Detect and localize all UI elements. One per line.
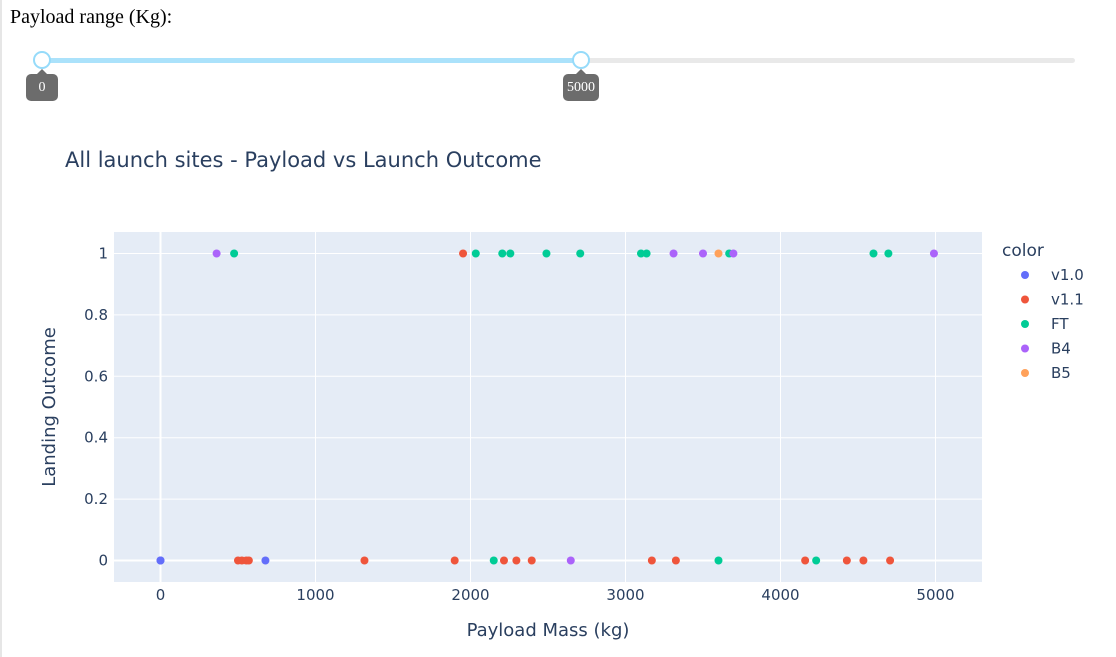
- slider-min-value-tooltip: 0: [26, 69, 58, 101]
- data-point-v1-1: [801, 556, 810, 565]
- x-tick-label: 3000: [606, 586, 644, 604]
- data-point-v1-0: [261, 556, 270, 565]
- data-point-v1-1: [499, 556, 508, 565]
- data-point-B4: [212, 249, 221, 258]
- data-point-B4: [566, 556, 575, 565]
- legend-label: B4: [1051, 340, 1071, 358]
- data-point-FT: [471, 249, 480, 258]
- data-point-FT: [230, 249, 239, 258]
- data-point-v1-0: [156, 556, 165, 565]
- data-point-B4: [669, 249, 678, 258]
- data-point-B4: [699, 249, 707, 258]
- y-tick-label: 0: [98, 552, 108, 570]
- x-tick-label: 2000: [451, 586, 489, 604]
- data-point-FT: [637, 249, 645, 258]
- data-point-FT: [812, 556, 821, 565]
- data-point-v1-1: [244, 556, 253, 565]
- legend-title: color: [1002, 241, 1044, 261]
- y-tick-label: 0.6: [84, 367, 108, 385]
- data-point-v1-1: [886, 556, 895, 565]
- legend-marker: [1021, 271, 1029, 279]
- legend-marker: [1021, 320, 1029, 328]
- data-point-v1-1: [450, 556, 459, 565]
- slider-max-value-tooltip: 5000: [563, 69, 599, 101]
- legend-label: FT: [1051, 315, 1069, 333]
- x-tick-label: 0: [156, 586, 166, 604]
- data-point-FT: [884, 249, 893, 258]
- x-tick-label: 4000: [761, 586, 799, 604]
- data-point-FT: [542, 249, 551, 258]
- data-point-FT: [642, 249, 651, 258]
- slider-min-handle[interactable]: [33, 51, 51, 69]
- slider-selected-track: [42, 58, 581, 63]
- x-tick-label: 5000: [916, 586, 954, 604]
- data-point-v1-1: [527, 556, 536, 565]
- data-point-v1-1: [842, 556, 851, 565]
- data-point-v1-1: [671, 556, 680, 565]
- legend-label: v1.1: [1051, 291, 1084, 309]
- y-axis-label: Landing Outcome: [39, 327, 60, 487]
- x-axis-label: Payload Mass (kg): [467, 620, 630, 641]
- data-point-FT: [498, 249, 507, 258]
- data-point-v1-1: [360, 556, 369, 565]
- payload-range-slider[interactable]: 0 5000: [0, 0, 1116, 110]
- left-border: [0, 0, 2, 657]
- data-point-FT: [576, 249, 585, 258]
- data-point-B4: [729, 249, 738, 258]
- data-point-v1-1: [512, 556, 521, 565]
- data-point-B4: [929, 249, 938, 258]
- legend-marker: [1021, 344, 1029, 353]
- slider-max-handle[interactable]: [572, 51, 590, 69]
- x-tick-label: 1000: [296, 586, 334, 604]
- data-point-FT: [489, 556, 498, 565]
- data-point-FT: [714, 556, 723, 565]
- y-tick-label: 0.2: [84, 490, 108, 508]
- data-point-FT: [869, 249, 878, 258]
- legend-label: B5: [1051, 364, 1071, 382]
- plot-area: [114, 232, 982, 582]
- data-point-v1-1: [647, 556, 656, 565]
- legend-marker: [1021, 295, 1029, 304]
- data-point-B5: [714, 249, 723, 258]
- y-tick-label: 0.4: [84, 429, 108, 447]
- chart-title: All launch sites - Payload vs Launch Out…: [65, 148, 542, 172]
- data-point-v1-1: [459, 249, 468, 258]
- legend-label: v1.0: [1051, 266, 1084, 284]
- payload-outcome-scatter-chart: All launch sites - Payload vs Launch Out…: [39, 148, 1084, 641]
- data-point-v1-1: [859, 556, 868, 565]
- y-tick-label: 1: [98, 244, 108, 262]
- y-tick-label: 0.8: [84, 306, 108, 324]
- data-point-FT: [506, 249, 515, 258]
- payload-range-label: Payload range (Kg):: [10, 6, 173, 28]
- legend-marker: [1021, 369, 1029, 377]
